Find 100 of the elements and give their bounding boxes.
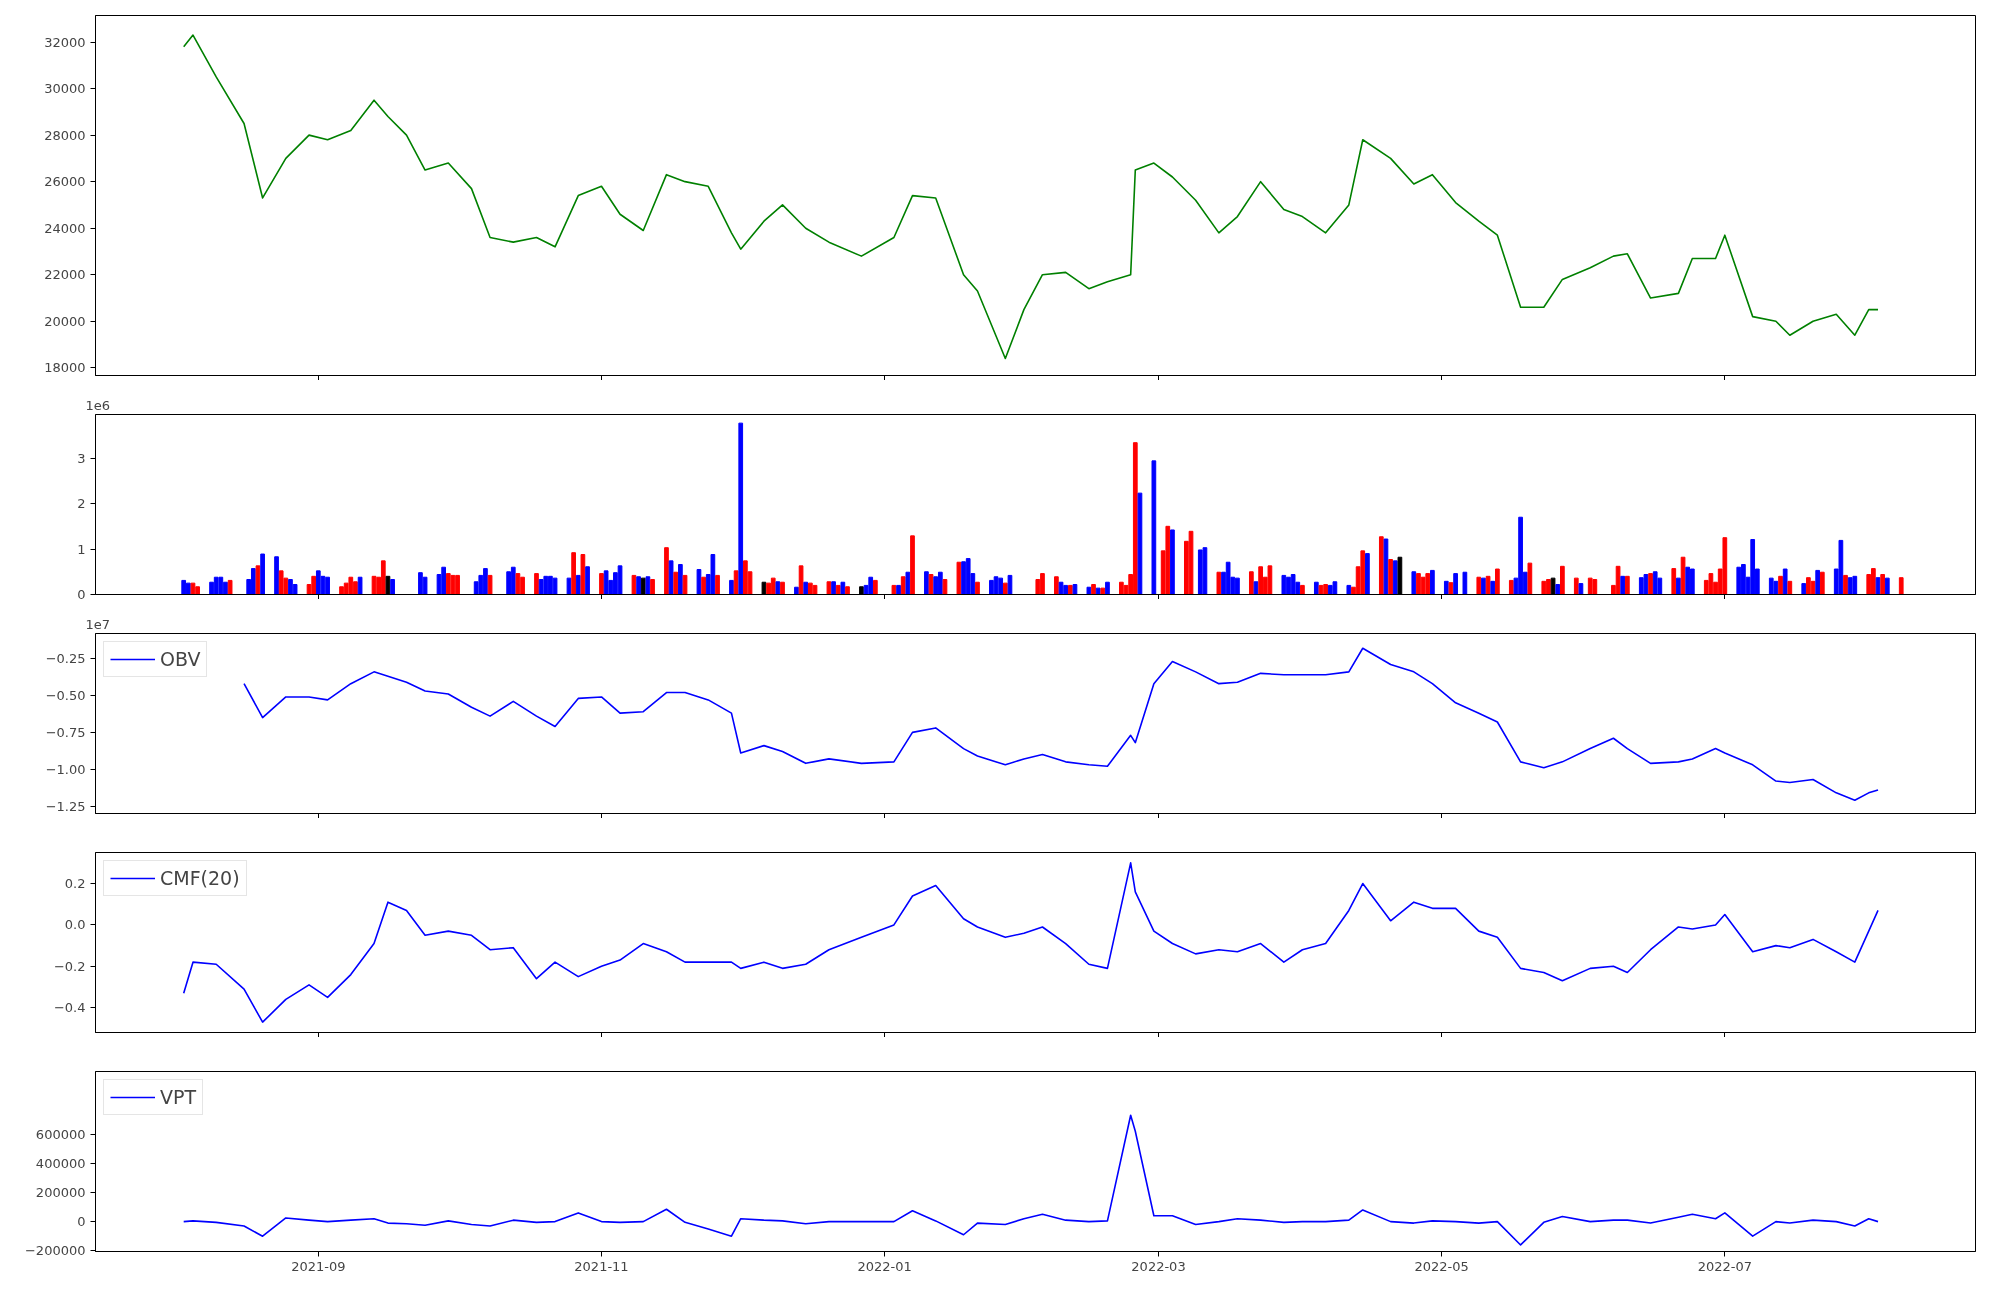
bar (580, 554, 586, 595)
bar (1165, 525, 1171, 595)
bar (1430, 569, 1435, 595)
bar (1267, 565, 1273, 595)
bar (1476, 576, 1482, 595)
bar (937, 571, 943, 595)
y-tick-label: 3 (77, 450, 86, 466)
bar (975, 581, 980, 595)
bar (1132, 442, 1138, 595)
bar (1782, 568, 1788, 595)
bar (1202, 547, 1208, 595)
bar (682, 574, 688, 595)
bar (798, 565, 804, 595)
y-tick-label: 200000 (35, 1184, 86, 1200)
y-tick-label: 26000 (44, 174, 86, 190)
bar (1648, 573, 1653, 595)
bar (673, 571, 679, 595)
y-tick-label: 0 (77, 1214, 86, 1230)
bar (1388, 559, 1393, 595)
y-tick-label: 2 (77, 496, 86, 512)
bar (668, 560, 674, 595)
bar (868, 576, 874, 595)
bar (1615, 565, 1621, 595)
text: 1e6 (85, 397, 111, 413)
bar (218, 576, 224, 595)
bar (845, 586, 850, 595)
y-tick-label: −200000 (24, 1243, 86, 1259)
bar (1773, 580, 1779, 595)
bar (543, 575, 549, 595)
bar (1300, 584, 1305, 595)
y-tick-label: 20000 (44, 313, 86, 329)
bar (1007, 574, 1013, 595)
bar (696, 569, 702, 595)
bar (1880, 574, 1886, 595)
bar (826, 581, 832, 595)
bar (1652, 571, 1658, 595)
y-tick-label: 400000 (35, 1155, 86, 1171)
bar (1448, 582, 1454, 595)
bar (631, 574, 637, 595)
bar (1095, 587, 1101, 595)
bar (1281, 574, 1287, 595)
bar (585, 566, 590, 595)
y-tick-label: 18000 (44, 360, 86, 376)
bar (1620, 575, 1626, 595)
bar (701, 576, 706, 595)
bar (380, 560, 386, 595)
bar (1253, 581, 1259, 595)
bar (1495, 568, 1500, 595)
bar (1852, 575, 1858, 595)
x-tick-label: 2021-11 (574, 1258, 629, 1274)
bar (1086, 586, 1092, 595)
y-tick-label: −1.00 (45, 761, 86, 777)
bar (1225, 561, 1231, 595)
bar (803, 581, 809, 595)
y-tick-label: 600000 (35, 1126, 86, 1142)
bar (1216, 571, 1222, 595)
bar (1592, 579, 1598, 595)
bar (1676, 577, 1681, 595)
x-tick-label: 2022-05 (1414, 1258, 1469, 1274)
bar (1708, 573, 1714, 595)
y-tick-label: 28000 (44, 127, 86, 143)
bar (1768, 577, 1774, 595)
bar (1578, 583, 1584, 595)
y-tick-label: 22000 (44, 267, 86, 283)
legend-label: OBV (160, 648, 201, 670)
bar (339, 586, 344, 595)
x-tick-label: 2022-01 (857, 1258, 912, 1274)
bar (1819, 571, 1825, 595)
bar (1453, 573, 1458, 595)
bar (780, 581, 785, 595)
bar (1383, 538, 1389, 595)
bar (794, 586, 799, 595)
bar (534, 573, 539, 595)
bar (1490, 580, 1496, 595)
bar (209, 581, 214, 595)
bar (1258, 566, 1263, 595)
bar (1778, 575, 1783, 595)
bar (636, 576, 641, 595)
line-series (182, 1114, 1879, 1246)
y-tick-label: −0.50 (45, 687, 86, 703)
bar (1685, 566, 1691, 595)
y-tick-label: −0.75 (45, 724, 86, 740)
bar (348, 576, 354, 595)
x-tick-label: 2022-07 (1697, 1258, 1752, 1274)
bar (1787, 580, 1793, 595)
bar (1425, 573, 1431, 595)
y-tick-label: 30000 (44, 81, 86, 97)
bar (390, 579, 395, 595)
bar (1119, 581, 1124, 595)
bar (1555, 584, 1561, 595)
bar (274, 556, 279, 595)
bar (1843, 574, 1848, 595)
bar (775, 581, 781, 595)
bar (515, 573, 521, 595)
bar (1411, 571, 1417, 595)
bar (1091, 584, 1096, 595)
bar (181, 579, 187, 595)
bar (664, 547, 669, 595)
bar (278, 570, 284, 595)
bar (571, 552, 576, 595)
